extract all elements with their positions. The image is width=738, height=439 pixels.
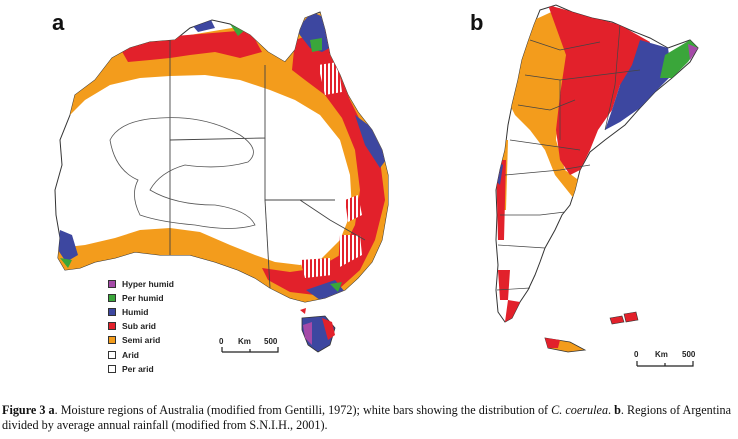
legend-swatch (108, 336, 116, 345)
tierra-del-fuego (544, 337, 587, 353)
legend-label: Per humid (122, 293, 164, 304)
caption-species: C. coerulea (551, 403, 609, 417)
legend-label: Sub arid (122, 321, 157, 332)
legend-swatch (108, 364, 116, 373)
argentina-hyper-humid-region (688, 44, 698, 60)
map-australia (54, 11, 389, 353)
legend-item-semi-arid: Semi arid (108, 333, 174, 347)
legend: Hyper humid Per humid Humid Sub arid Sem… (108, 277, 174, 376)
scale-a-unit: Km (238, 337, 251, 346)
tasmania (300, 308, 336, 353)
legend-label: Arid (122, 349, 139, 360)
panel-label-b: b (470, 10, 484, 35)
legend-label: Hyper humid (122, 279, 174, 290)
australia-per-arid-outline (109, 117, 256, 229)
argentina-humid-region (605, 40, 672, 130)
caption-part-b: b (614, 403, 621, 417)
scale-a-zero: 0 (219, 337, 224, 346)
map-argentina (495, 4, 699, 353)
australia-state-borders (169, 40, 366, 289)
caption-text-b: . Regions of Argentina divided by averag… (2, 403, 732, 432)
legend-item-humid: Humid (108, 305, 174, 319)
legend-swatch (108, 294, 116, 303)
legend-swatch (108, 280, 116, 289)
argentina-per-humid-region (660, 40, 698, 78)
caption-part-a: a (48, 403, 55, 417)
figure-caption: Figure 3 a. Moisture regions of Australi… (2, 403, 738, 433)
legend-swatch (108, 350, 116, 359)
scale-a-max: 500 (264, 337, 278, 346)
legend-item-sub-arid: Sub arid (108, 319, 174, 333)
argentina-semi-arid-region (505, 8, 585, 200)
legend-swatch (108, 322, 116, 331)
caption-text-a: . Moisture regions of Australia (modifie… (54, 403, 552, 417)
legend-item-arid: Arid (108, 347, 174, 361)
argentina-province-borders (496, 24, 641, 291)
legend-item-hyper-humid: Hyper humid (108, 277, 174, 291)
scale-bar-a (221, 347, 279, 353)
caption-fig-label: Figure 3 (2, 403, 46, 417)
scale-bar-b (636, 361, 694, 367)
legend-label: Humid (122, 307, 149, 318)
scale-b-unit: Km (655, 350, 668, 359)
legend-label: Per arid (122, 363, 154, 374)
legend-label: Semi arid (122, 335, 161, 346)
australia-per-humid-region (60, 24, 342, 292)
scale-b-zero: 0 (634, 350, 639, 359)
panel-label-a: a (52, 10, 65, 35)
legend-item-per-humid: Per humid (108, 291, 174, 305)
caption-sep: . (608, 403, 615, 417)
maps-figure (54, 4, 699, 367)
legend-item-per-arid: Per arid (108, 362, 174, 376)
falkland-islands (609, 311, 639, 325)
australia-species-bars (300, 62, 362, 278)
scale-b-max: 500 (682, 350, 696, 359)
legend-swatch (108, 308, 116, 317)
